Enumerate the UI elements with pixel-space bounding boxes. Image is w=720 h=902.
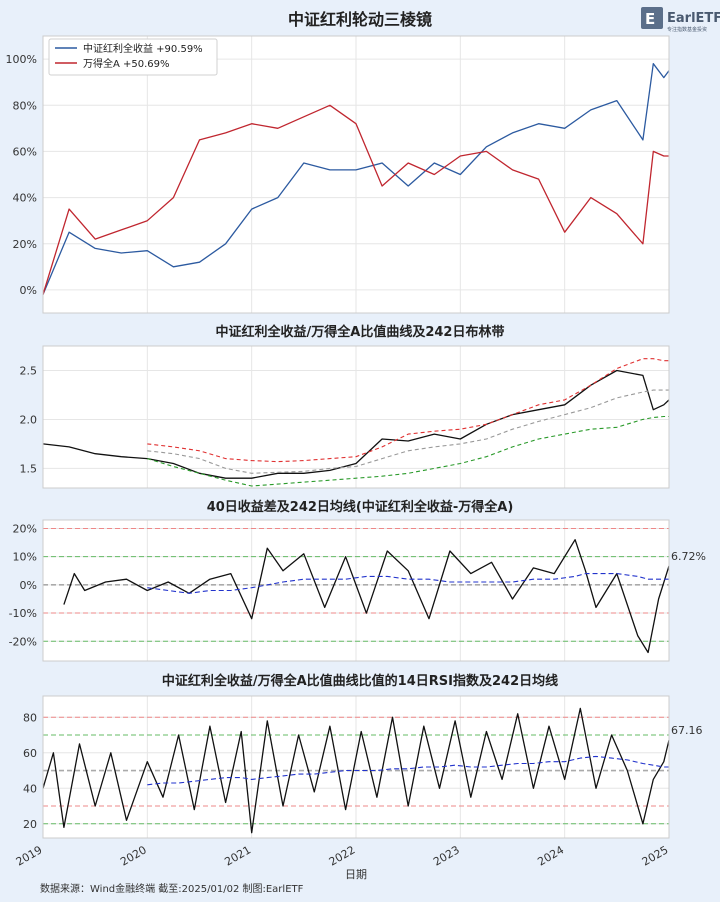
end-value-label: 67.16 bbox=[671, 724, 703, 737]
panel-1: 0% 20% 40% 60% 80% 100% 中证红利全收益 +90.59% 万得全A +5… bbox=[6, 35, 670, 314]
y-tick-label: 80% bbox=[13, 99, 37, 112]
x-tick-label: 2022 bbox=[327, 843, 358, 868]
y-tick-label: -20% bbox=[9, 635, 37, 648]
panel-2: 1.5 2.0 2.5 中证红利全收益/万得全A比值曲线及242日布林带 bbox=[20, 324, 670, 489]
earletf-logo: E EarlETF 专注指数基金投资 bbox=[641, 7, 720, 33]
legend: 中证红利全收益 +90.59% 万得全A +50.69% bbox=[48, 38, 218, 76]
panel-title: 中证红利全收益/万得全A比值曲线比值的14日RSI指数及242日均线 bbox=[162, 673, 558, 689]
y-tick-label: 80 bbox=[23, 711, 37, 724]
series-line-万得全A bbox=[42, 104, 669, 295]
plot-border bbox=[42, 519, 670, 662]
series-line-rsi bbox=[42, 707, 670, 834]
plot-border bbox=[42, 35, 670, 314]
series-line-avg bbox=[147, 755, 669, 786]
panel-title: 中证红利全收益/万得全A比值曲线及242日布林带 bbox=[216, 324, 505, 340]
y-tick-label: 20% bbox=[13, 522, 37, 535]
legend-entry: 万得全A +50.69% bbox=[83, 57, 170, 70]
y-tick-label: 20 bbox=[23, 818, 37, 831]
x-tick-label: 2025 bbox=[640, 843, 671, 868]
series-line-ratio bbox=[42, 369, 670, 479]
x-tick-label: 2019 bbox=[14, 843, 45, 868]
y-tick-label: 0% bbox=[20, 579, 37, 592]
panel-4: 20 40 60 80 中证红利全收益/万得全A比值曲线比值的14日RSI指数及242日… bbox=[14, 673, 703, 881]
x-tick-label: 2020 bbox=[118, 843, 149, 868]
legend-box bbox=[48, 38, 218, 76]
y-tick-label: 20% bbox=[13, 238, 37, 251]
series-line-avg bbox=[147, 573, 669, 594]
y-tick-label: 2.0 bbox=[20, 413, 38, 426]
footer-source: 数据来源：Wind金融终端 截至:2025/01/02 制图:EarlETF bbox=[40, 882, 304, 895]
y-tick-label: 0% bbox=[20, 284, 37, 297]
x-tick-label: 2024 bbox=[535, 843, 566, 868]
y-tick-label: 60 bbox=[23, 747, 37, 760]
y-tick-label: 2.5 bbox=[20, 364, 38, 377]
series-line-lower bbox=[147, 415, 669, 487]
x-tick-label: 2023 bbox=[431, 843, 462, 868]
chart-title: 中证红利轮动三棱镜 bbox=[288, 10, 432, 29]
series-line-中证红利全收益 bbox=[42, 63, 670, 295]
svg-text:EarlETF: EarlETF bbox=[667, 11, 720, 26]
plot-border bbox=[42, 695, 670, 839]
x-tick-label: 2021 bbox=[222, 843, 253, 868]
series-line-mid bbox=[147, 389, 669, 474]
end-value-label: 6.72% bbox=[671, 550, 706, 563]
panel-3: -20% -10% 0% 10% 20% 40日收益差及242日均线(中证红利全收益-万得… bbox=[9, 499, 706, 662]
series-line-upper bbox=[147, 358, 669, 463]
y-tick-label: 40% bbox=[13, 192, 37, 205]
panel-title: 40日收益差及242日均线(中证红利全收益-万得全A) bbox=[207, 499, 514, 515]
series-line-diff bbox=[63, 539, 670, 654]
plot-border bbox=[42, 345, 670, 489]
y-tick-label: 1.5 bbox=[20, 462, 38, 475]
svg-text:E: E bbox=[645, 10, 655, 28]
x-axis-label: 日期 bbox=[345, 868, 367, 881]
y-tick-label: 10% bbox=[13, 551, 37, 564]
y-tick-label: 60% bbox=[13, 145, 37, 158]
y-tick-label: -10% bbox=[9, 607, 37, 620]
legend-entry: 中证红利全收益 +90.59% bbox=[83, 42, 203, 55]
y-tick-label: 40 bbox=[23, 782, 37, 795]
svg-text:专注指数基金投资: 专注指数基金投资 bbox=[667, 26, 707, 33]
y-tick-label: 100% bbox=[6, 53, 37, 66]
